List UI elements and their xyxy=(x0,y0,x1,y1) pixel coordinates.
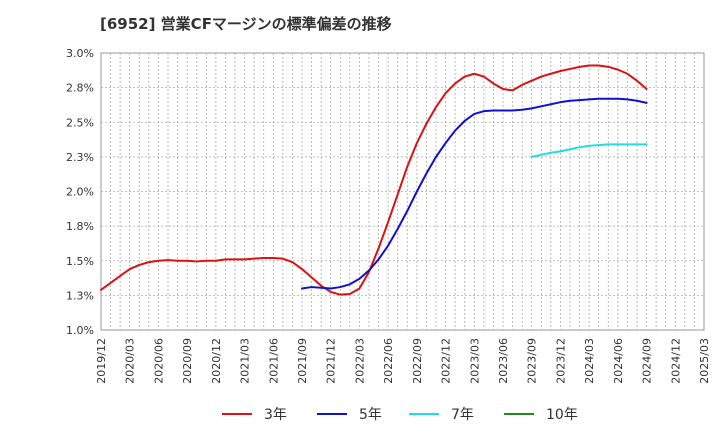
y-tick-label: 1.5% xyxy=(66,255,94,268)
x-tick-label: 2023/03 xyxy=(468,338,481,384)
x-tick-label: 2024/09 xyxy=(641,338,654,384)
y-tick-label: 1.0% xyxy=(66,324,94,337)
x-tick-label: 2022/09 xyxy=(411,338,424,384)
y-tick-label: 2.8% xyxy=(66,82,94,95)
legend: 3年 5年 7年 10年 xyxy=(222,407,578,423)
series-lines xyxy=(100,64,648,296)
x-tick-label: 2022/03 xyxy=(353,338,366,384)
x-tick-label: 2023/12 xyxy=(554,338,567,384)
x-tick-label: 2020/06 xyxy=(152,338,165,384)
series-line-0 xyxy=(100,64,648,296)
x-tick-label: 2024/03 xyxy=(583,338,596,384)
chart-title: [6952] 営業CFマージンの標準偏差の推移 xyxy=(100,15,392,33)
y-tick-label: 1.8% xyxy=(66,220,94,233)
x-tick-label: 2021/06 xyxy=(267,338,280,384)
x-tick-label: 2021/03 xyxy=(239,338,252,384)
x-tick-label: 2021/12 xyxy=(325,338,338,384)
legend-label-3: 10年 xyxy=(546,407,578,423)
x-tick-label: 2025/03 xyxy=(698,338,711,384)
y-tick-label: 2.0% xyxy=(66,186,94,199)
x-tick-label: 2019/12 xyxy=(95,338,108,384)
x-tick-label: 2024/12 xyxy=(669,338,682,384)
series-line-1 xyxy=(301,97,648,290)
x-tick-label: 2020/12 xyxy=(210,338,223,384)
x-tick-label: 2023/06 xyxy=(497,338,510,384)
series-line-2 xyxy=(530,143,648,158)
legend-label-0: 3年 xyxy=(264,407,287,423)
x-tick-label: 2022/06 xyxy=(382,338,395,384)
y-tick-label: 2.3% xyxy=(66,151,94,164)
x-tick-label: 2024/06 xyxy=(612,338,625,384)
x-tick-label: 2023/09 xyxy=(526,338,539,384)
y-tick-label: 2.5% xyxy=(66,116,94,129)
x-tick-label: 2020/09 xyxy=(181,338,194,384)
x-tick-label: 2022/12 xyxy=(440,338,453,384)
x-tick-label: 2021/09 xyxy=(296,338,309,384)
x-tick-label: 2020/03 xyxy=(124,338,137,384)
axes: 1.0% 1.3% 1.5% 1.8% 2.0% 2.3% 2.5% 2.8% 3.0% 2019… xyxy=(66,47,711,384)
legend-label-1: 5年 xyxy=(359,407,382,423)
grid xyxy=(100,52,705,331)
y-tick-label: 1.3% xyxy=(66,289,94,302)
y-tick-label: 3.0% xyxy=(66,47,94,60)
legend-label-2: 7年 xyxy=(451,407,474,423)
